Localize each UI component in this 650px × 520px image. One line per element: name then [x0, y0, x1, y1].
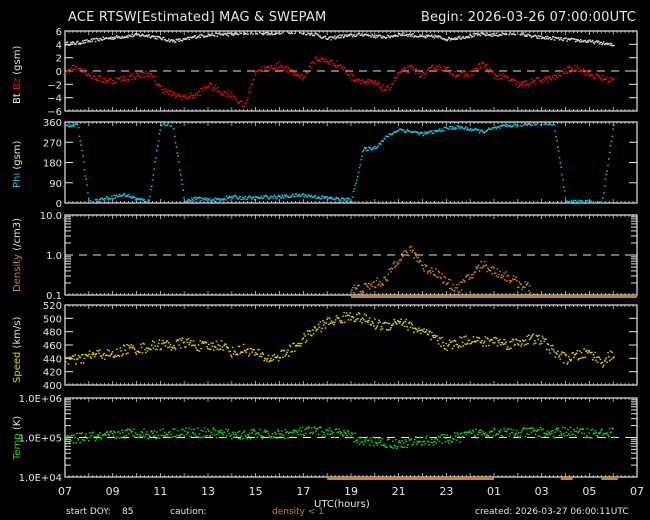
svg-text:1.0E+06: 1.0E+06: [19, 394, 62, 405]
svg-text:480: 480: [43, 328, 62, 339]
svg-text:10.0: 10.0: [40, 211, 62, 222]
svg-text:0: 0: [56, 67, 62, 78]
svg-text:2: 2: [56, 54, 62, 65]
ylabel-speed: Speed (km/s): [12, 317, 23, 383]
ylabel-bz: Bz: [12, 77, 23, 91]
created-timestamp: created: 2026-03-27 06:00:11UTC: [475, 507, 629, 517]
start-doy-value: 85: [122, 507, 134, 517]
svg-text:6: 6: [56, 27, 62, 38]
svg-text:90: 90: [49, 179, 62, 190]
ylabel-density: Density (/cm3): [12, 218, 23, 292]
x-tick-label: 13: [201, 485, 215, 498]
svg-text:180: 180: [43, 159, 62, 170]
ylabel-bt: Bt: [12, 93, 23, 104]
ylabel-gsm: (gsm): [12, 45, 23, 75]
ylabel-phi: Phi (gsm): [12, 141, 23, 188]
x-tick-label: 07: [58, 485, 72, 498]
ylabel-temp: Temp (K): [12, 416, 23, 460]
x-tick-label: 01: [487, 485, 501, 498]
x-tick-label: 07: [630, 485, 644, 498]
svg-text:−4: −4: [47, 94, 62, 105]
svg-text:500: 500: [43, 314, 62, 325]
ylabel-density-unit: (/cm3): [12, 218, 23, 251]
x-tick-label: 19: [344, 485, 358, 498]
x-tick-label: 11: [153, 485, 168, 498]
chart-title: ACE RTSW[Estimated] MAG & SWEPAM: [68, 10, 327, 25]
svg-text:0: 0: [56, 199, 62, 210]
svg-text:1.0E+05: 1.0E+05: [19, 434, 62, 445]
x-tick-label: 21: [391, 485, 406, 498]
panel-frame-phi: [64, 121, 638, 204]
ylabel-temp-unit: (K): [12, 415, 23, 431]
caution-bar: [327, 478, 494, 480]
svg-text:0.1: 0.1: [46, 291, 62, 302]
svg-text:4: 4: [56, 40, 62, 51]
x-tick-label: 15: [248, 485, 263, 498]
ylabel-phi-name: Phi: [12, 172, 23, 188]
x-tick-label: 09: [105, 485, 120, 498]
svg-text:520: 520: [43, 301, 62, 312]
caution-density: density < 1: [272, 507, 324, 517]
svg-text:420: 420: [43, 368, 62, 379]
svg-text:460: 460: [43, 341, 62, 352]
x-tick-label: 05: [582, 485, 597, 498]
caution-bar: [601, 478, 618, 480]
svg-text:440: 440: [43, 354, 62, 365]
svg-text:1.0E+04: 1.0E+04: [19, 473, 62, 484]
svg-text:400: 400: [43, 381, 62, 392]
ylabel-speed-name: Speed: [12, 351, 23, 383]
ylabel-mag: Bt Bz (gsm): [12, 46, 23, 104]
begin-timestamp: Begin: 2026-03-26 07:00:00UTC: [420, 10, 636, 25]
ylabel-phi-unit: (gsm): [12, 140, 23, 170]
caution-bar: [560, 478, 573, 480]
svg-text:270: 270: [43, 138, 62, 149]
ylabel-density-name: Density: [12, 253, 23, 292]
x-axis-label: UTC(hours): [314, 499, 370, 510]
svg-text:−2: −2: [47, 80, 62, 91]
x-tick-label: 23: [439, 485, 454, 498]
x-tick-label: 17: [296, 485, 311, 498]
x-tick-label: 03: [534, 485, 549, 498]
svg-text:360: 360: [43, 118, 62, 129]
caution-label: caution:: [170, 507, 207, 517]
svg-text:1.0: 1.0: [46, 251, 62, 262]
start-doy-label: start DOY:: [66, 507, 111, 517]
ylabel-speed-unit: (km/s): [12, 316, 23, 349]
ylabel-temp-name: Temp: [12, 433, 23, 460]
caution-bar: [351, 296, 637, 298]
svg-text:−6: −6: [47, 107, 62, 118]
